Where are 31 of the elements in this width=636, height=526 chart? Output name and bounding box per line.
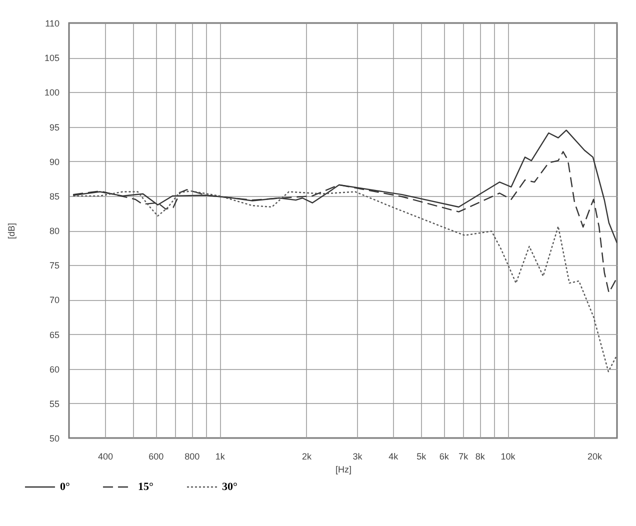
y-axis-title: [dB] bbox=[6, 222, 16, 240]
x-tick-label: 5k bbox=[416, 452, 427, 462]
y-tick-label: 50 bbox=[49, 434, 60, 444]
x-tick-label: 400 bbox=[98, 452, 113, 462]
x-tick-label: 7k bbox=[458, 452, 469, 462]
x-tick-label: 3k bbox=[352, 452, 363, 462]
legend-label: 30° bbox=[222, 481, 238, 493]
legend-label: 0° bbox=[60, 481, 70, 493]
x-tick-label: 2k bbox=[302, 452, 312, 462]
legend-label: 15° bbox=[138, 481, 154, 493]
y-tick-label: 100 bbox=[44, 88, 60, 98]
x-axis-title: [Hz] bbox=[335, 464, 352, 474]
y-tick-label: 55 bbox=[49, 398, 60, 409]
x-tick-label: 10k bbox=[500, 452, 516, 462]
y-tick-label: 75 bbox=[49, 260, 60, 271]
y-tick-label: 70 bbox=[49, 295, 60, 306]
y-tick-label: 60 bbox=[49, 364, 60, 374]
y-tick-label: 85 bbox=[49, 191, 60, 202]
x-tick-label: 600 bbox=[148, 452, 164, 462]
x-tick-label: 1k bbox=[215, 452, 226, 462]
x-tick-label: 20k bbox=[587, 452, 602, 462]
x-tick-label: 6k bbox=[439, 452, 450, 462]
x-tick-label: 800 bbox=[184, 452, 200, 462]
x-tick-label: 8k bbox=[475, 452, 486, 462]
y-tick-label: 90 bbox=[49, 156, 60, 167]
y-tick-label: 95 bbox=[49, 122, 60, 132]
y-tick-label: 105 bbox=[44, 53, 60, 64]
x-tick-label: 4k bbox=[388, 452, 399, 462]
y-tick-label: 65 bbox=[49, 330, 60, 340]
y-tick-label: 80 bbox=[49, 226, 60, 236]
y-tick-label: 110 bbox=[45, 18, 60, 28]
